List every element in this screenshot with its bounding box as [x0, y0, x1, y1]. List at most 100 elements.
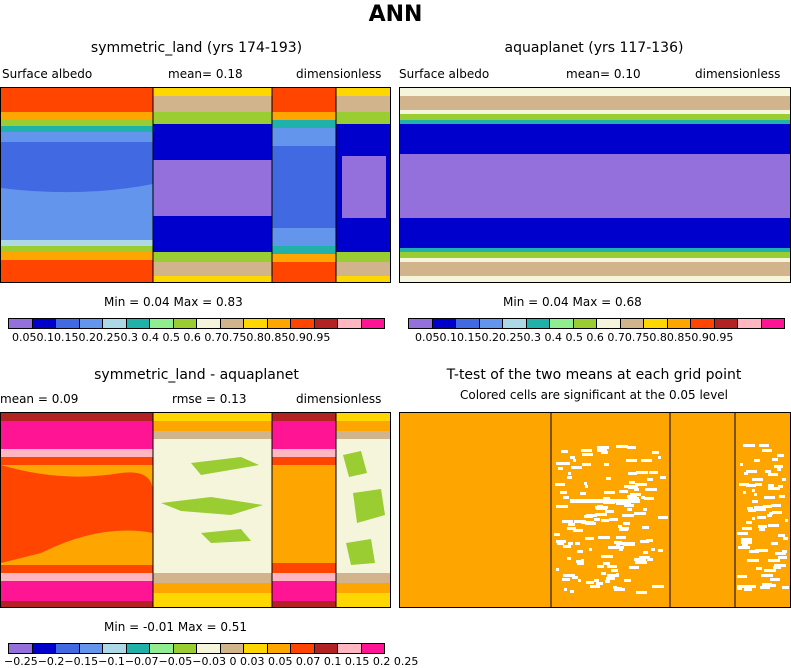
- insignificant-cell: [627, 508, 632, 511]
- insignificant-cell: [590, 585, 600, 588]
- panel-title-difference: symmetric_land - aquaplanet: [94, 367, 299, 383]
- insignificant-cell: [777, 468, 781, 471]
- insignificant-cell: [627, 495, 637, 498]
- insignificant-cell: [744, 588, 752, 591]
- insignificant-cell: [748, 509, 756, 512]
- insignificant-cell: [577, 550, 583, 553]
- insignificant-cell: [567, 557, 571, 560]
- ocean-strip-1: [153, 413, 272, 607]
- insignificant-cell: [613, 586, 617, 589]
- insignificant-cell: [556, 505, 568, 508]
- insignificant-cell: [772, 511, 782, 514]
- insignificant-cell: [564, 588, 567, 591]
- insignificant-cell: [573, 459, 576, 462]
- insignificant-cell: [555, 483, 565, 486]
- insignificant-cell: [756, 567, 762, 570]
- insignificant-cell: [770, 584, 776, 587]
- insignificant-cell: [563, 574, 569, 577]
- insignificant-cell: [556, 568, 559, 571]
- insignificant-cell: [554, 533, 560, 536]
- insignificant-cell: [648, 488, 657, 491]
- insignificant-cell: [583, 521, 594, 524]
- insignificant-cell: [754, 506, 763, 509]
- insignificant-cell: [652, 585, 664, 588]
- colorbar-swatch: [78, 319, 102, 328]
- insignificant-cell: [764, 496, 775, 499]
- insignificant-cell: [620, 542, 632, 545]
- insignificant-cell: [778, 534, 785, 537]
- insignificant-cell: [740, 463, 743, 466]
- colorbar-swatch: [596, 319, 620, 328]
- min-max-label: Min = 0.04 Max = 0.83: [104, 295, 243, 309]
- insignificant-cell: [768, 484, 774, 487]
- colorbar-swatch: [102, 644, 126, 653]
- land-strip-1: [1, 88, 153, 282]
- insignificant-cell: [564, 462, 570, 465]
- units-label: dimensionless: [296, 392, 382, 406]
- insignificant-cell: [570, 590, 574, 593]
- map-symmetric-land: [0, 87, 391, 283]
- insignificant-cell: [658, 549, 663, 552]
- insignificant-cell: [641, 496, 645, 499]
- insignificant-cell: [628, 486, 638, 489]
- insignificant-cell: [779, 495, 785, 498]
- insignificant-cell: [755, 483, 762, 486]
- colorbar-swatch: [266, 644, 290, 653]
- insignificant-cell: [769, 512, 773, 515]
- mean-label: mean = 0.09: [0, 392, 79, 406]
- colorbar-swatch: [666, 319, 690, 328]
- colorbar-swatch: [431, 319, 455, 328]
- insignificant-cell: [562, 578, 570, 581]
- insignificant-cell: [640, 540, 649, 543]
- units-label: dimensionless: [296, 67, 382, 81]
- colorbar-swatch: [219, 644, 243, 653]
- insignificant-cell: [623, 522, 630, 525]
- insignificant-cell: [643, 551, 648, 554]
- insignificant-cell: [768, 473, 778, 476]
- insignificant-cell: [563, 545, 571, 548]
- colorbar-swatch: [172, 319, 196, 328]
- insignificant-cell: [783, 537, 788, 540]
- insignificant-cell: [570, 456, 575, 459]
- colorbar-swatch: [337, 644, 361, 653]
- insignificant-cell: [778, 485, 783, 488]
- insignificant-cell: [604, 463, 609, 466]
- insignificant-cell: [742, 527, 752, 530]
- colorbar-swatch: [55, 644, 79, 653]
- colorbar-swatch: [572, 319, 596, 328]
- min-max-label: Min = -0.01 Max = 0.51: [104, 620, 248, 634]
- insignificant-cell: [632, 497, 639, 500]
- insignificant-cell: [754, 493, 757, 496]
- insignificant-cell: [775, 552, 786, 555]
- insignificant-cell: [768, 559, 780, 562]
- insignificant-cell: [601, 451, 608, 454]
- colorbar-swatch: [525, 319, 549, 328]
- colorbar-swatch: [55, 319, 79, 328]
- insignificant-cell: [585, 537, 594, 540]
- insignificant-cell: [737, 585, 749, 588]
- land-strip-1: [1, 413, 153, 607]
- insignificant-cell: [584, 482, 587, 485]
- colorbar-swatch: [360, 644, 384, 653]
- colorbar-swatch: [102, 319, 126, 328]
- ocean-strip-2: [336, 88, 390, 282]
- colorbar-swatch: [196, 644, 220, 653]
- insignificant-cell: [589, 548, 592, 551]
- insignificant-cell: [749, 550, 759, 553]
- colorbar-swatch: [760, 319, 784, 328]
- insignificant-cell: [764, 505, 772, 508]
- insignificant-cell: [743, 491, 746, 494]
- insignificant-cell: [609, 518, 618, 521]
- insignificant-cell: [605, 510, 614, 513]
- insignificant-cell: [561, 450, 568, 453]
- insignificant-cell: [622, 527, 629, 530]
- panel-subtitle-ttest: Colored cells are significant at the 0.0…: [459, 388, 729, 402]
- insignificant-cell: [573, 529, 583, 532]
- map-difference: [0, 412, 391, 608]
- insignificant-cell: [603, 497, 610, 500]
- insignificant-cell: [758, 525, 767, 528]
- insignificant-cell: [652, 451, 659, 454]
- colorbar-tick-labels: 0.050.10.150.20.250.3 0.4 0.5 0.6 0.70.7…: [415, 331, 734, 344]
- insignificant-cell: [563, 496, 569, 499]
- units-label: dimensionless: [695, 67, 781, 81]
